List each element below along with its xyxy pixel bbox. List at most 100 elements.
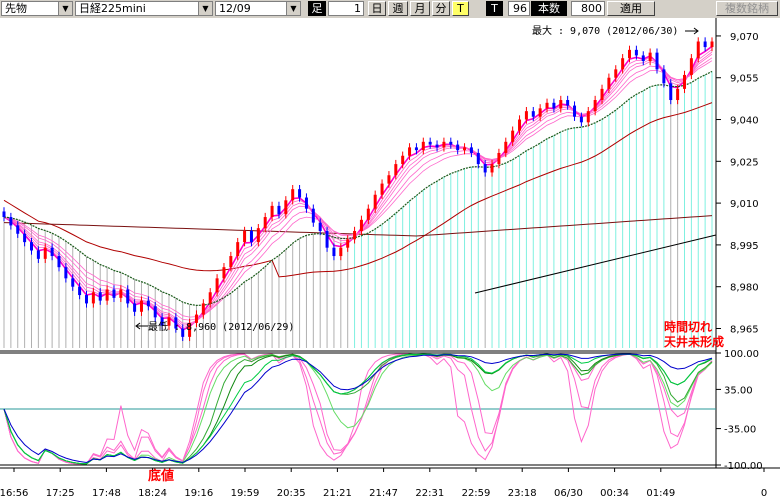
osc-fast-line — [3, 353, 713, 465]
candle-body — [380, 183, 384, 195]
candle-body — [421, 141, 425, 151]
candle-body — [36, 250, 40, 259]
candle-body — [249, 230, 253, 243]
candle-body — [332, 247, 336, 257]
candle-body — [112, 289, 116, 298]
candle-body — [153, 306, 157, 318]
candle-body — [435, 144, 439, 148]
time-tick-label: 22:31 — [415, 488, 444, 499]
time-tick-label: 19:16 — [184, 488, 213, 499]
candle-body — [531, 111, 535, 117]
time-tick-label: 20:35 — [277, 488, 306, 499]
candle-body — [256, 228, 260, 243]
time-tick-label: 0 — [761, 488, 767, 499]
day-button[interactable]: 日 — [368, 1, 386, 16]
toolbar: 先物 ▼ 日経225mini ▼ 12/09 ▼ 足 1 日 週 月 分 T T… — [0, 0, 780, 19]
candle-body — [490, 164, 494, 173]
note-bottom-price: 底値 — [148, 468, 174, 484]
tick-toggle-black[interactable]: T — [486, 1, 503, 16]
candle-body — [497, 152, 501, 165]
candle-body — [366, 208, 370, 220]
candle-body — [593, 100, 597, 112]
candle-body — [634, 49, 638, 56]
time-tick-label: 06/30 — [554, 488, 583, 499]
price-tick-label: 8,980 — [730, 283, 759, 294]
symbol-value: 日経225mini — [79, 2, 146, 15]
candle-body — [277, 205, 281, 215]
candle-body — [222, 267, 226, 279]
candle-body — [298, 189, 302, 198]
note-no-ceiling: 天井未形成 — [664, 334, 724, 349]
candle-body — [703, 41, 707, 48]
count-input[interactable]: 800 — [571, 1, 605, 16]
candle-body — [394, 164, 398, 176]
candle-body — [98, 292, 102, 301]
candle-body — [243, 230, 247, 243]
tick-toggle-yellow[interactable]: T — [452, 1, 469, 16]
price-tick-label: 9,025 — [730, 157, 759, 168]
candle-body — [428, 141, 432, 145]
date-select[interactable]: 12/09 ▼ — [215, 1, 301, 16]
price-axis: 9,070 9,055 9,040 9,025 9,010 8,995 8,980 8,965 — [716, 32, 759, 335]
chevron-down-icon[interactable]: ▼ — [198, 2, 212, 15]
note-time-up: 時間切れ — [664, 319, 712, 334]
bars-label: 本数 — [531, 1, 567, 16]
candle-body — [57, 256, 61, 268]
minute-button[interactable]: 分 — [432, 1, 450, 16]
slow-ma-line — [3, 70, 713, 307]
candle-body — [518, 119, 522, 131]
candle-body — [9, 217, 13, 226]
candle-body — [29, 242, 33, 251]
time-tick-label: 21:21 — [323, 488, 352, 499]
symbol-select[interactable]: 日経225mini ▼ — [75, 1, 213, 16]
time-tick-label: 16:56 — [0, 488, 28, 499]
candle-body — [669, 83, 673, 101]
candle-body — [676, 88, 680, 101]
min-price-label: 最低 : 8,960 (2012/06/29) — [148, 320, 294, 333]
chevron-down-icon[interactable]: ▼ — [58, 2, 72, 15]
osc-tick-label: -35.00 — [724, 425, 756, 436]
price-tick-label: 9,010 — [730, 199, 759, 210]
candle-body — [641, 55, 645, 62]
candle-body — [167, 317, 171, 326]
price-tick-label: 9,070 — [730, 32, 759, 43]
bars-input[interactable]: 96 — [508, 1, 530, 16]
candle-body — [586, 111, 590, 123]
chevron-down-icon[interactable]: ▼ — [286, 2, 300, 15]
candle-body — [469, 147, 473, 153]
candle-body — [325, 230, 329, 248]
compare-symbols-button[interactable]: 複数銘柄 — [716, 1, 778, 16]
candle-body — [105, 289, 109, 301]
candle-body — [408, 147, 412, 156]
time-tick-label: 17:48 — [92, 488, 121, 499]
month-button[interactable]: 月 — [410, 1, 430, 16]
candle-body — [346, 239, 350, 248]
oscillator-axis: 100.00 35.00 -35.00 -100.00 — [716, 349, 763, 472]
candle-body — [91, 292, 95, 304]
oscillator-panel — [3, 353, 713, 465]
candle-body — [504, 141, 508, 153]
time-tick-label: 17:25 — [46, 488, 75, 499]
candle-body — [23, 233, 27, 243]
candle-body — [71, 278, 75, 287]
interval-input[interactable]: 1 — [328, 1, 364, 16]
market-type-select[interactable]: 先物 ▼ — [1, 1, 73, 16]
price-tick-label: 8,995 — [730, 241, 759, 252]
osc-fast-line — [3, 353, 713, 465]
candle-body — [524, 111, 528, 120]
candle-body — [538, 108, 542, 117]
apply-button[interactable]: 適用 — [607, 1, 655, 16]
candle-body — [284, 200, 288, 215]
arrow-left-icon — [135, 322, 148, 330]
time-axis: 16:56 17:25 17:48 18:24 19:16 19:59 20:35 21:21… — [0, 468, 767, 499]
candle-body — [126, 289, 130, 304]
week-button[interactable]: 週 — [388, 1, 408, 16]
candle-body — [573, 105, 577, 117]
osc-tick-label: 35.00 — [724, 385, 753, 396]
trend-line — [474, 234, 717, 294]
time-tick-label: 19:59 — [231, 488, 260, 499]
candle-body — [229, 256, 233, 268]
candle-body — [559, 100, 563, 109]
price-chart[interactable]: 9,070 9,055 9,040 9,025 9,010 8,995 8,980 8,965… — [0, 18, 780, 500]
candle-body — [600, 88, 604, 101]
